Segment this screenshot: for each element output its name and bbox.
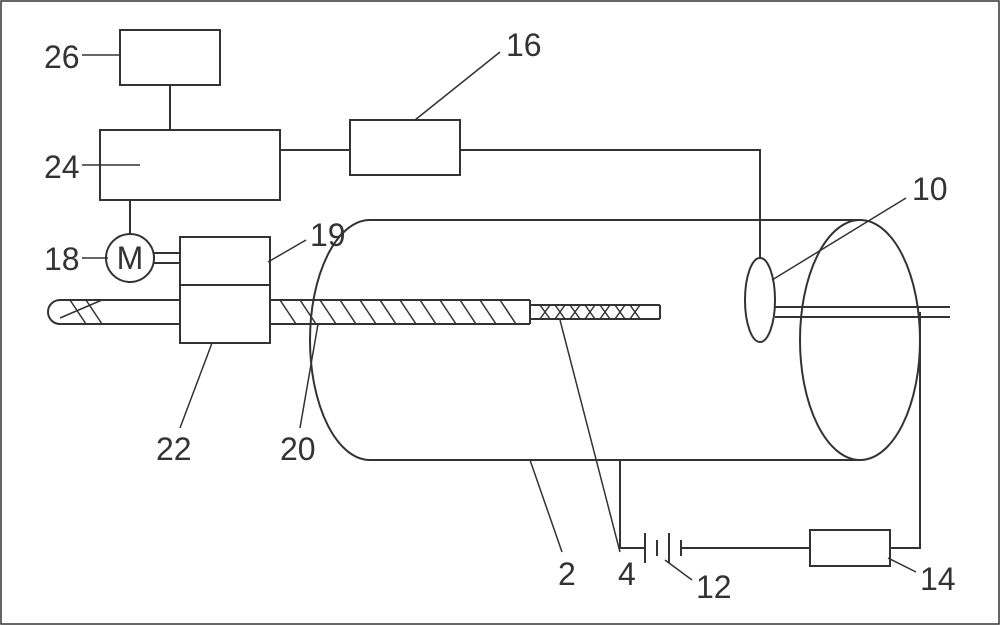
schematic-diagram: M [0,0,1000,625]
label-22: 22 [156,431,192,467]
battery-12-icon [645,533,681,563]
label-2: 2 [558,556,576,592]
leader-4 [560,320,620,552]
cylinder-2 [310,220,920,460]
label-14: 14 [920,561,956,597]
block-14 [810,530,890,566]
block-19 [180,237,270,285]
leader-16 [415,52,500,120]
label-10: 10 [912,171,948,207]
leader-10 [772,198,906,280]
link-16-disc [460,150,760,258]
label-24: 24 [44,149,80,185]
label-18: 18 [44,241,80,277]
screw-threads [280,300,516,324]
disc-10 [745,258,775,342]
shaft-left-stub [48,300,180,324]
label-20: 20 [280,431,316,467]
bottom-wire-left [620,460,645,548]
leader-19 [268,240,306,262]
leader-22 [180,343,212,428]
label-19: 19 [310,217,346,253]
motor-label: M [117,240,144,276]
wire-14-up [890,312,920,548]
leader-20 [300,324,318,428]
leader-2 [530,460,562,552]
label-16: 16 [506,27,542,63]
leader-12 [665,560,692,580]
label-4: 4 [618,556,636,592]
shaft-left-hatch [60,300,102,324]
label-26: 26 [44,39,80,75]
block-16 [350,120,460,175]
leader-14 [888,558,916,572]
rod-4-hatch [540,305,640,319]
label-12: 12 [696,569,732,605]
block-26 [120,30,220,85]
block-22 [180,285,270,343]
